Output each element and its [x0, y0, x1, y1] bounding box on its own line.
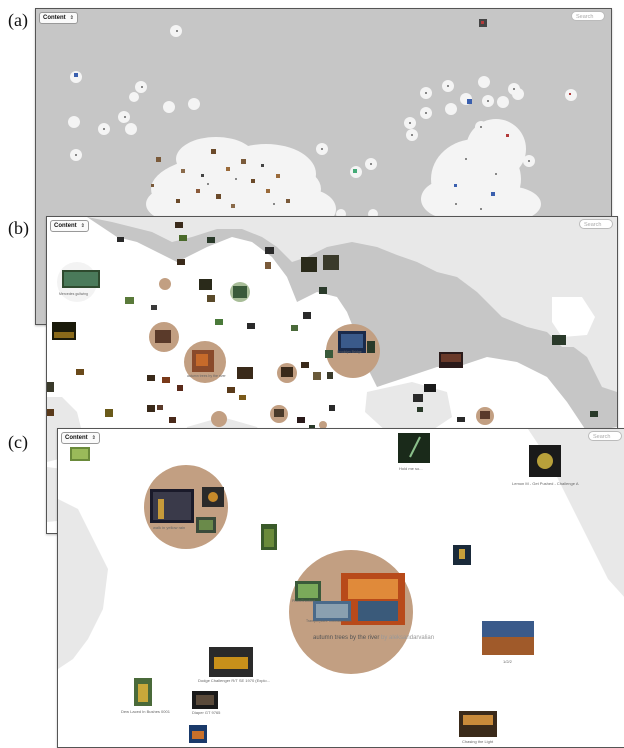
caption-lemon: Lemon M - Get Pushed - Challenge A [512, 481, 579, 486]
caption-cat: Diaper GT 9765 [192, 710, 221, 715]
caption-dodge: Dodge Challenger R/T SE 1970 (Explo... [198, 678, 270, 683]
caption-main-title: autumn trees by the river [313, 635, 380, 641]
content-dropdown[interactable]: Content ⇕ [61, 432, 100, 444]
dropdown-label: Content [43, 15, 66, 21]
caption-autumn-trees: autumn trees by the river [187, 374, 226, 378]
caption-walk: walk in yellow rain [153, 525, 186, 530]
caption-bottle: Dew Laced In Bushes 0001 [121, 709, 170, 714]
search-input[interactable]: Search [588, 431, 622, 441]
chevron-updown-icon: ⇕ [69, 15, 74, 21]
panel-label-c: (c) [8, 432, 28, 452]
dropdown-label: Content [54, 223, 77, 229]
map-canvas-c[interactable] [58, 429, 624, 747]
search-input[interactable]: Search [579, 219, 613, 229]
content-dropdown[interactable]: Content ⇕ [39, 12, 78, 24]
caption-brooklyn: Brooklyn Bridge [337, 350, 362, 354]
caption-main: autumn trees by the river by aleksandarv… [313, 635, 434, 641]
caption-trees-small: Tranquil place Colorado River [306, 619, 353, 623]
panel-c-window: Content ⇕ Search [57, 428, 624, 748]
map-canvas-a[interactable] [36, 9, 611, 324]
caption-mercedes: Mercedes gullwing [59, 292, 88, 296]
caption-chasing: Chasing the Light [462, 739, 494, 744]
item-thumbnails-a [74, 19, 571, 208]
panel-label-b: (b) [8, 218, 29, 238]
caption-main-author: by aleksandarvalian [381, 635, 435, 641]
caption-green: PhotoShootout [292, 599, 316, 603]
search-input[interactable]: Search [571, 11, 605, 21]
chevron-updown-icon: ⇕ [80, 223, 85, 229]
panel-label-a: (a) [8, 10, 28, 30]
caption-hold-me: Hold me so... [399, 466, 423, 471]
dropdown-label: Content [65, 435, 88, 441]
chevron-updown-icon: ⇕ [91, 435, 96, 441]
content-dropdown[interactable]: Content ⇕ [50, 220, 89, 232]
caption-g1: 1/2/2 [503, 659, 512, 664]
